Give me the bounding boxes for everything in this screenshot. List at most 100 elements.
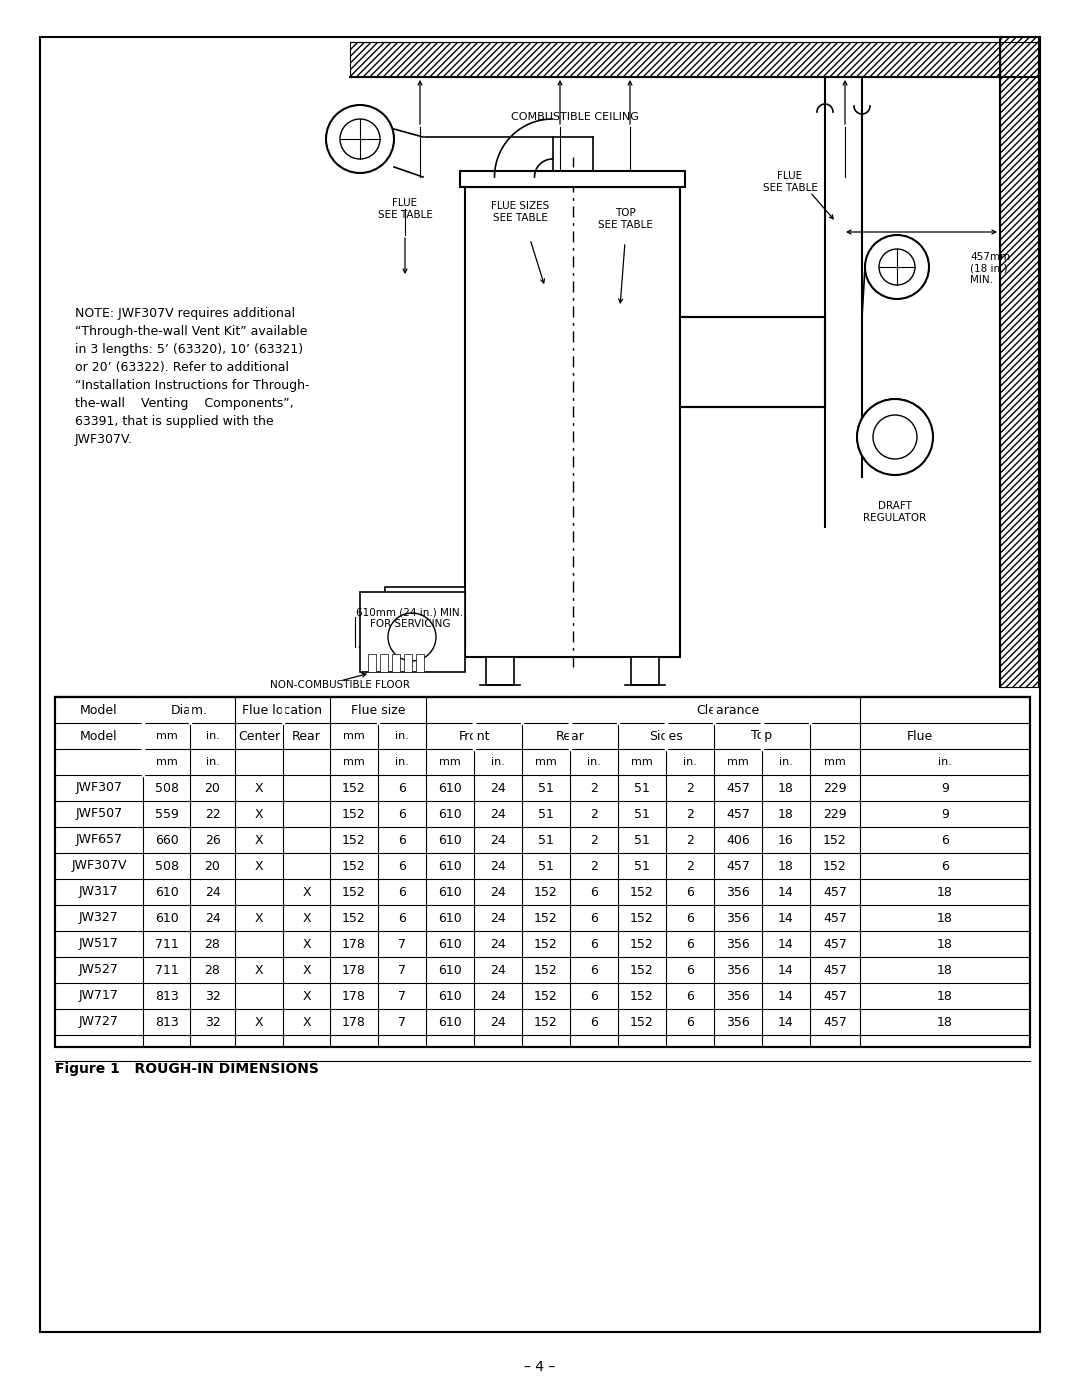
- Text: 6: 6: [941, 859, 949, 873]
- Text: mm: mm: [824, 757, 846, 767]
- Text: Sides: Sides: [649, 729, 683, 742]
- Text: DRAFT
REGULATOR: DRAFT REGULATOR: [863, 502, 927, 522]
- Text: 152: 152: [630, 886, 653, 898]
- Text: 152: 152: [342, 834, 366, 847]
- Text: 32: 32: [204, 1016, 220, 1028]
- Text: 356: 356: [726, 886, 750, 898]
- Text: 6: 6: [590, 911, 598, 925]
- Text: 152: 152: [535, 886, 558, 898]
- Text: Model: Model: [80, 729, 118, 742]
- Text: 610: 610: [438, 886, 462, 898]
- Text: 32: 32: [204, 989, 220, 1003]
- Text: in.: in.: [205, 757, 219, 767]
- Text: 14: 14: [778, 886, 794, 898]
- Text: 559: 559: [154, 807, 178, 820]
- Text: 457: 457: [823, 937, 847, 950]
- Text: 18: 18: [937, 886, 953, 898]
- Text: 610: 610: [154, 886, 178, 898]
- Text: 152: 152: [342, 886, 366, 898]
- Text: 457: 457: [823, 964, 847, 977]
- Text: 2: 2: [590, 834, 598, 847]
- Text: JWF507: JWF507: [76, 807, 122, 820]
- Text: 229: 229: [823, 807, 847, 820]
- Bar: [55, 697, 1030, 1046]
- Text: mm: mm: [343, 757, 365, 767]
- Text: 14: 14: [778, 937, 794, 950]
- Text: 6: 6: [590, 937, 598, 950]
- Bar: [384, 587, 465, 637]
- Text: 2: 2: [686, 781, 694, 795]
- Text: 24: 24: [490, 964, 505, 977]
- Text: 508: 508: [154, 781, 178, 795]
- Text: X: X: [302, 964, 311, 977]
- Text: 20: 20: [204, 859, 220, 873]
- Bar: [416, 654, 424, 672]
- Text: 178: 178: [342, 1016, 366, 1028]
- Text: COMBUSTIBLE CEILING: COMBUSTIBLE CEILING: [511, 112, 639, 122]
- Circle shape: [326, 105, 394, 173]
- Text: in.: in.: [395, 757, 409, 767]
- Text: 229: 229: [823, 781, 847, 795]
- Text: Clearance: Clearance: [697, 704, 759, 717]
- Text: mm: mm: [343, 731, 365, 740]
- Text: 18: 18: [778, 807, 794, 820]
- Text: 6: 6: [686, 1016, 694, 1028]
- Text: 18: 18: [937, 964, 953, 977]
- Text: JW327: JW327: [79, 911, 119, 925]
- Text: in.: in.: [395, 731, 409, 740]
- Text: 2: 2: [686, 859, 694, 873]
- Text: 813: 813: [154, 989, 178, 1003]
- Text: 457: 457: [823, 886, 847, 898]
- Text: 24: 24: [490, 781, 505, 795]
- Text: 24: 24: [490, 989, 505, 1003]
- Text: 152: 152: [630, 911, 653, 925]
- Text: 152: 152: [342, 807, 366, 820]
- Text: mm: mm: [156, 731, 177, 740]
- Text: 457: 457: [823, 989, 847, 1003]
- Text: 6: 6: [941, 834, 949, 847]
- Text: 152: 152: [535, 911, 558, 925]
- Text: 152: 152: [342, 781, 366, 795]
- Bar: [631, 657, 659, 685]
- Text: X: X: [302, 937, 311, 950]
- Text: Front: Front: [458, 729, 489, 742]
- Text: 2: 2: [686, 834, 694, 847]
- Text: 7: 7: [399, 989, 406, 1003]
- Text: 7: 7: [399, 937, 406, 950]
- Text: 178: 178: [342, 964, 366, 977]
- Text: 16: 16: [778, 834, 794, 847]
- Text: 24: 24: [204, 911, 220, 925]
- Bar: [680, 317, 825, 407]
- Text: 610: 610: [438, 859, 462, 873]
- Text: 6: 6: [399, 807, 406, 820]
- Text: NON-COMBUSTIBLE FLOOR: NON-COMBUSTIBLE FLOOR: [270, 680, 410, 690]
- Text: Figure 1   ROUGH-IN DIMENSIONS: Figure 1 ROUGH-IN DIMENSIONS: [55, 1062, 319, 1076]
- Text: in.: in.: [205, 731, 219, 740]
- Text: 152: 152: [823, 834, 847, 847]
- Text: FLUE SIZES
SEE TABLE: FLUE SIZES SEE TABLE: [491, 201, 549, 222]
- Text: 356: 356: [726, 937, 750, 950]
- Text: mm: mm: [156, 757, 177, 767]
- Text: 356: 356: [726, 911, 750, 925]
- Bar: [392, 654, 400, 672]
- Text: – 4 –: – 4 –: [525, 1361, 555, 1375]
- Text: 610: 610: [438, 1016, 462, 1028]
- Text: 508: 508: [154, 859, 178, 873]
- Text: 152: 152: [630, 964, 653, 977]
- Text: X: X: [302, 989, 311, 1003]
- Text: JW717: JW717: [79, 989, 119, 1003]
- Text: Top: Top: [752, 729, 772, 742]
- Text: 18: 18: [937, 989, 953, 1003]
- Text: Flue: Flue: [907, 729, 933, 742]
- Text: 51: 51: [634, 859, 650, 873]
- Circle shape: [865, 235, 929, 299]
- Text: 711: 711: [154, 964, 178, 977]
- Text: 28: 28: [204, 937, 220, 950]
- Text: 813: 813: [154, 1016, 178, 1028]
- Text: 24: 24: [490, 834, 505, 847]
- Text: 6: 6: [399, 834, 406, 847]
- Text: FLUE
SEE TABLE: FLUE SEE TABLE: [378, 198, 432, 219]
- Text: 152: 152: [535, 964, 558, 977]
- Text: 356: 356: [726, 1016, 750, 1028]
- Text: 18: 18: [937, 1016, 953, 1028]
